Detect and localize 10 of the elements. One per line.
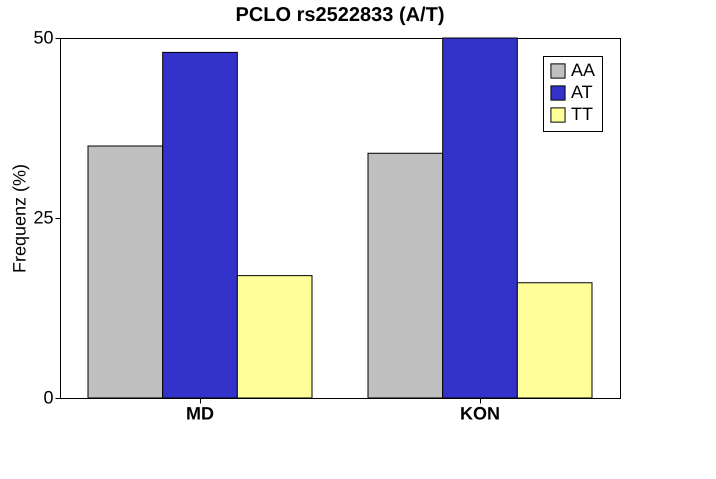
chart-title: PCLO rs2522833 (A/T) xyxy=(236,4,444,26)
y-tick-label: 0 xyxy=(43,388,54,408)
y-tick-label: 25 xyxy=(33,208,54,228)
legend-label: TT xyxy=(571,104,593,124)
x-tick-label: KON xyxy=(460,404,500,424)
legend-label: AT xyxy=(571,82,593,102)
x-tick-label: MD xyxy=(186,404,214,424)
y-axis-title: Frequenz (%) xyxy=(9,164,30,274)
y-tick-label: 50 xyxy=(33,28,54,48)
legend-label: AA xyxy=(571,60,596,80)
